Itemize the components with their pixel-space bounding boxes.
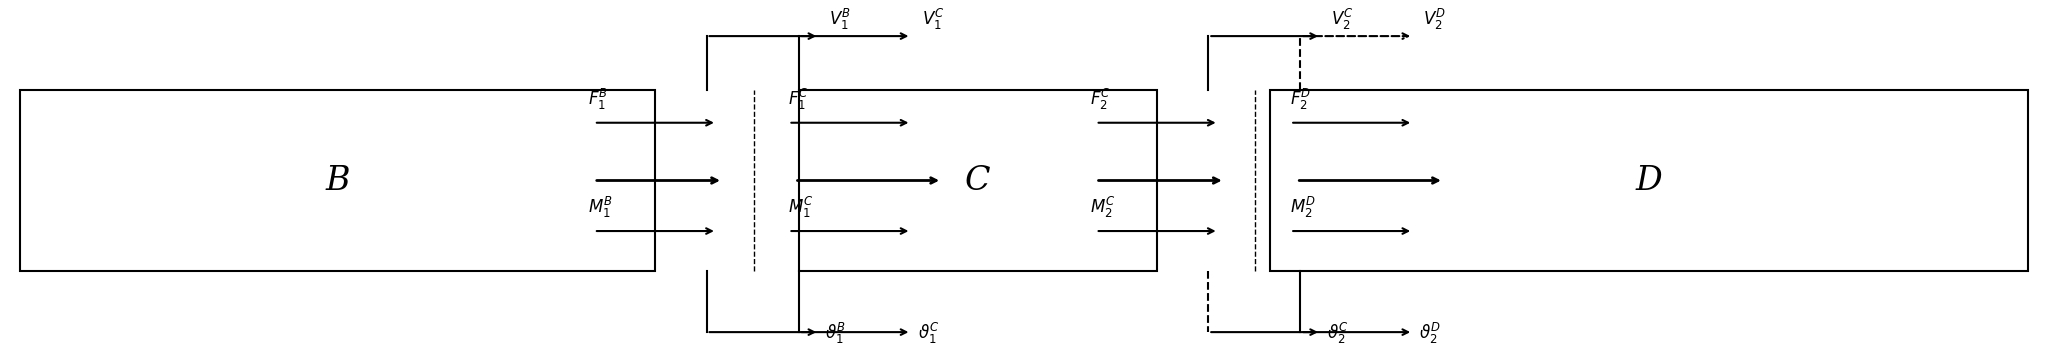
Text: $\vartheta_1^B$: $\vartheta_1^B$ — [825, 321, 846, 347]
Text: $V_2^C$: $V_2^C$ — [1331, 7, 1354, 32]
Bar — [1270, 90, 2028, 271]
Text: $M_1^B$: $M_1^B$ — [588, 195, 612, 220]
Text: $M_2^D$: $M_2^D$ — [1290, 195, 1317, 220]
Text: D: D — [1634, 165, 1663, 196]
Text: $F_2^D$: $F_2^D$ — [1290, 87, 1311, 112]
Text: $V_2^D$: $V_2^D$ — [1423, 7, 1446, 32]
Text: $V_1^C$: $V_1^C$ — [922, 7, 944, 32]
Text: $F_1^B$: $F_1^B$ — [588, 87, 608, 112]
Text: $\vartheta_2^C$: $\vartheta_2^C$ — [1327, 321, 1350, 347]
Text: $M_1^C$: $M_1^C$ — [788, 195, 815, 220]
Text: $V_1^B$: $V_1^B$ — [829, 7, 852, 32]
Text: $F_1^C$: $F_1^C$ — [788, 87, 809, 112]
Text: B: B — [326, 165, 350, 196]
Bar — [799, 90, 1157, 271]
Text: $\vartheta_2^D$: $\vartheta_2^D$ — [1419, 321, 1442, 347]
Text: $M_2^C$: $M_2^C$ — [1090, 195, 1116, 220]
Bar — [20, 90, 655, 271]
Text: $\vartheta_1^C$: $\vartheta_1^C$ — [918, 321, 940, 347]
Text: C: C — [965, 165, 991, 196]
Text: $F_2^C$: $F_2^C$ — [1090, 87, 1110, 112]
